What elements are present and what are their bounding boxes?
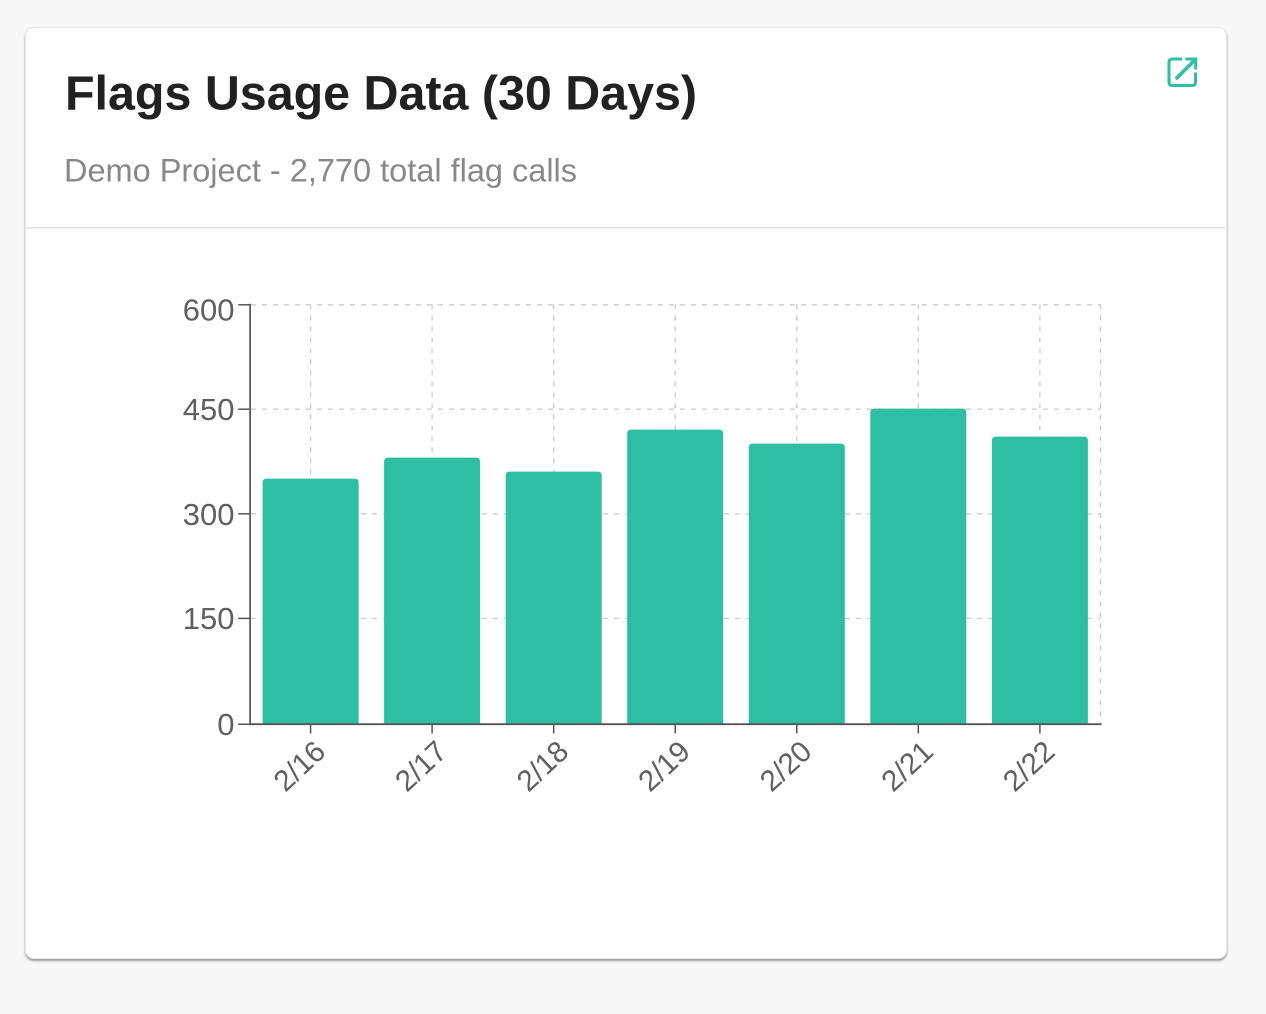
svg-text:2/20: 2/20: [754, 735, 819, 798]
svg-text:2/21: 2/21: [875, 735, 940, 798]
svg-text:450: 450: [183, 392, 235, 427]
svg-text:600: 600: [183, 293, 235, 328]
svg-text:2/19: 2/19: [632, 735, 697, 798]
svg-text:2/22: 2/22: [997, 735, 1062, 798]
svg-text:Flags Usage Data (30 Days): Flags Usage Data (30 Days): [65, 67, 697, 121]
svg-text:2/17: 2/17: [389, 735, 454, 798]
svg-text:Demo Project - 2,770 total fla: Demo Project - 2,770 total flag calls: [64, 152, 577, 188]
svg-text:300: 300: [183, 497, 235, 532]
svg-text:0: 0: [217, 707, 234, 742]
svg-text:2/16: 2/16: [268, 735, 333, 798]
svg-text:2/18: 2/18: [511, 735, 576, 798]
svg-text:150: 150: [183, 601, 235, 636]
